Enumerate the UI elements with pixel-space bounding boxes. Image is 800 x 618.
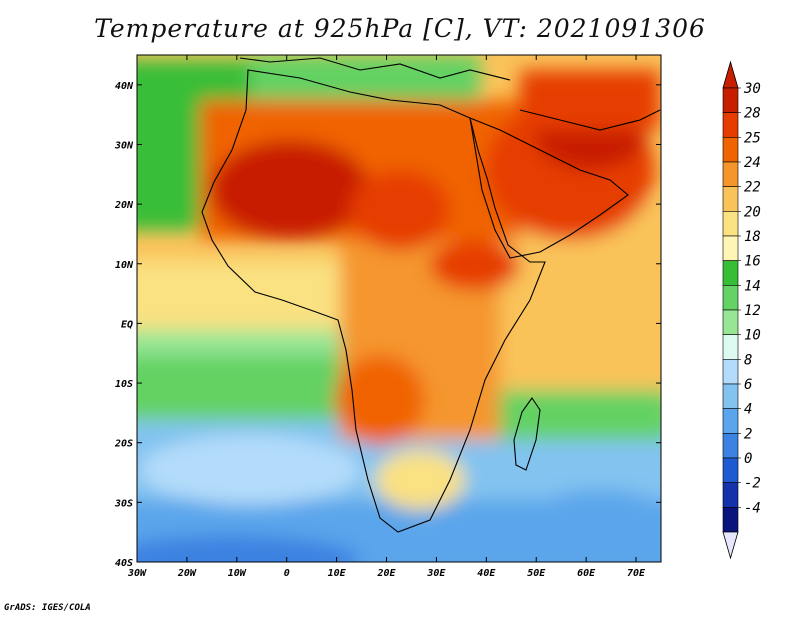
- lon-tick-label: 10W: [228, 568, 247, 579]
- lat-tick-label: 30S: [114, 498, 133, 509]
- colorbar-label: 30: [743, 81, 761, 97]
- colorbar-label: 22: [744, 180, 761, 196]
- field-cold-se: [530, 490, 661, 550]
- colorbar-label: 18: [744, 229, 761, 245]
- europe-coastline: [239, 57, 511, 81]
- lat-tick-label: 40N: [115, 81, 134, 92]
- lat-tick-label: 10N: [115, 260, 134, 271]
- colorbar-swatch: [722, 408, 739, 434]
- colorbar-label: 14: [744, 278, 761, 294]
- colorbar-label: 0: [744, 451, 752, 467]
- lat-tick-label: EQ: [121, 319, 133, 330]
- lon-tick-label: 30E: [426, 568, 446, 579]
- africa-coastline: [201, 69, 546, 533]
- colorbar-label: 6: [744, 377, 752, 393]
- field-horn: [430, 240, 520, 290]
- colorbar-swatch: [722, 87, 739, 113]
- field-warm-atlantic: [137, 260, 360, 330]
- colorbar-swatch: [722, 260, 739, 286]
- lat-tick-label: 30N: [114, 140, 134, 151]
- lon-tick-label: 50E: [527, 568, 546, 579]
- chart-title: Temperature at 925hPa [C], VT: 202109130…: [94, 14, 706, 43]
- colorbar-label: 24: [744, 155, 761, 171]
- colorbar-label: 8: [744, 352, 752, 368]
- colorbar-swatch: [722, 433, 739, 459]
- field-hot-angola: [335, 355, 425, 445]
- lon-ticks: 30W 20W 10W 0 10E 20E 30E 40E 50E 60E 70E: [127, 55, 646, 579]
- arabia-coastline: [469, 117, 629, 259]
- colorbar-label: 20: [744, 204, 761, 220]
- madagascar-coastline: [513, 397, 541, 471]
- colorbar-swatch: [722, 359, 739, 385]
- plot-frame: [136, 54, 662, 563]
- colorbar-label: 28: [744, 106, 761, 122]
- colorbar-swatch: [722, 334, 739, 360]
- coastlines: [201, 57, 661, 533]
- colorbar-bottom-arrow: [722, 531, 739, 560]
- colorbar-label: 12: [744, 303, 761, 319]
- colorbar-swatch: [722, 211, 739, 237]
- colorbar-swatch: [722, 457, 739, 483]
- colorbar-label: 25: [744, 130, 761, 146]
- colorbar-swatch: [722, 507, 739, 533]
- lon-tick-label: 30W: [127, 568, 147, 579]
- field-middle-east: [520, 70, 660, 130]
- field-green-south-atlantic: [137, 350, 350, 420]
- lat-tick-label: 40S: [115, 558, 133, 569]
- colorbar-swatch: [722, 482, 739, 508]
- colorbar-swatch: [722, 235, 739, 261]
- colorbar-swatch: [722, 112, 739, 138]
- lon-tick-label: 70E: [627, 568, 646, 579]
- colorbar-swatch: [722, 309, 739, 335]
- lon-tick-label: 20W: [177, 568, 197, 579]
- colorbar-swatch: [722, 186, 739, 212]
- colorbar-label: 10: [744, 328, 761, 344]
- gulf-coastline: [519, 109, 661, 131]
- field-sahara-core-west: [210, 140, 370, 240]
- lon-tick-label: 60E: [577, 568, 596, 579]
- colorbar-swatch: [722, 161, 739, 187]
- field-cool-sw: [140, 435, 360, 505]
- lat-tick-label: 20S: [114, 439, 133, 450]
- lon-tick-label: 20E: [376, 568, 396, 579]
- colorbar-label: 4: [744, 402, 752, 418]
- colorbar-label: -4: [744, 500, 761, 516]
- field-south-africa: [375, 450, 465, 510]
- colorbar-label: 16: [744, 254, 761, 270]
- lon-tick-label: 0: [284, 568, 290, 579]
- lon-tick-label: 10E: [328, 568, 347, 579]
- colorbar-label: 2: [744, 426, 752, 442]
- credit-text: GrADS: IGES/COLA: [4, 603, 91, 613]
- lon-tick-label: 40E: [477, 568, 496, 579]
- lat-tick-label: 10S: [115, 379, 133, 390]
- colorbar-swatch: [722, 383, 739, 409]
- field-sahara-core-east: [350, 170, 450, 250]
- colorbar-swatch: [722, 137, 739, 163]
- temperature-field: [137, 55, 661, 562]
- lat-tick-label: 20N: [114, 200, 134, 211]
- field-light-green-gulf: [137, 330, 350, 355]
- field-coldest-southwest: [137, 535, 360, 562]
- colorbar-label: -2: [744, 476, 761, 492]
- field-green-med: [250, 55, 480, 100]
- colorbar-top-arrow: [722, 60, 739, 89]
- lat-ticks: 40N 30N 20N 10N EQ 10S 20S 30S 40S: [114, 81, 661, 569]
- colorbar-swatch: [722, 285, 739, 311]
